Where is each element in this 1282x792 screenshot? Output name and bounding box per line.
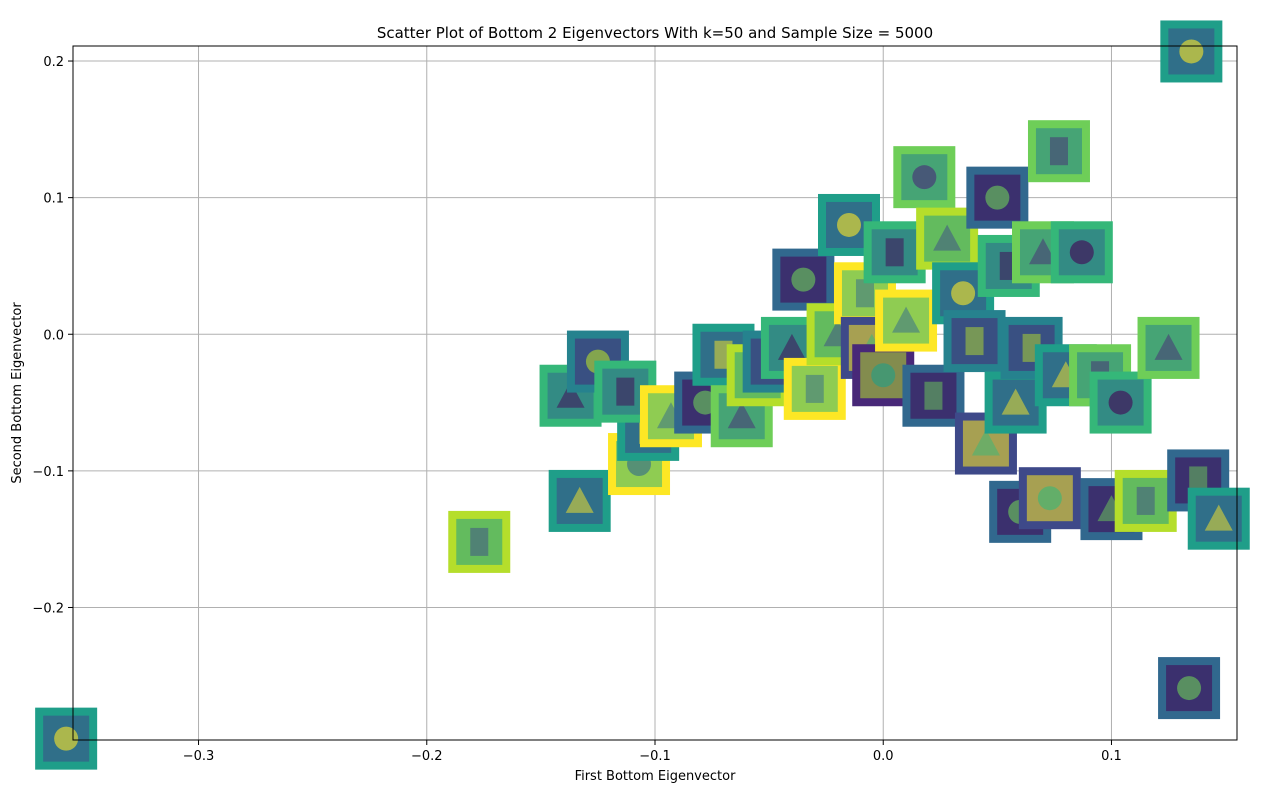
scatter-point bbox=[875, 289, 938, 352]
scatter-point bbox=[1158, 657, 1221, 720]
scatter-point bbox=[1114, 469, 1177, 532]
point-thumbnail-object bbox=[924, 381, 943, 410]
y-tick-label: −0.2 bbox=[32, 601, 64, 616]
point-thumbnail-object bbox=[470, 527, 489, 556]
point-thumbnail-object bbox=[951, 281, 976, 306]
point-thumbnail-object bbox=[1204, 504, 1233, 531]
axis-ticks: −0.3 −0.2 −0.1 0.0 0.1 0.2 0.1 0.0 −0.1 −0.2 bbox=[32, 55, 1121, 764]
x-tick-label: −0.3 bbox=[183, 749, 215, 764]
scatter-point bbox=[893, 146, 956, 209]
point-thumbnail-object bbox=[1189, 466, 1208, 495]
scatter-point bbox=[1187, 487, 1250, 550]
point-thumbnail-object bbox=[837, 212, 861, 237]
y-tick-label: 0.0 bbox=[43, 328, 64, 343]
point-thumbnail-object bbox=[871, 363, 896, 388]
point-thumbnail-object bbox=[1136, 486, 1155, 515]
point-thumbnail-object bbox=[1154, 333, 1183, 360]
x-axis-label: First Bottom Eigenvector bbox=[575, 769, 737, 784]
scatter-point bbox=[916, 207, 979, 270]
point-thumbnail-object bbox=[565, 486, 594, 513]
scatter-point bbox=[1160, 20, 1223, 83]
scatter-point bbox=[1137, 316, 1200, 379]
scatter-point bbox=[772, 248, 835, 311]
point-thumbnail-object bbox=[855, 279, 874, 308]
scatter-point bbox=[35, 707, 98, 770]
point-thumbnail-object bbox=[1069, 240, 1094, 265]
point-thumbnail-object bbox=[971, 429, 1000, 456]
point-thumbnail-object bbox=[885, 238, 904, 267]
point-thumbnail-object bbox=[1029, 238, 1057, 265]
scatter-point bbox=[1050, 221, 1113, 284]
point-thumbnail-object bbox=[965, 327, 984, 356]
point-thumbnail-object bbox=[1001, 388, 1030, 415]
y-tick-label: 0.1 bbox=[43, 192, 64, 207]
point-thumbnail-object bbox=[777, 333, 806, 360]
point-thumbnail-object bbox=[1037, 486, 1062, 511]
point-thumbnail-object bbox=[727, 402, 756, 429]
x-tick-label: 0.1 bbox=[1101, 749, 1122, 764]
chart-title: Scatter Plot of Bottom 2 Eigenvectors Wi… bbox=[377, 24, 933, 42]
scatter-point bbox=[1018, 467, 1081, 530]
scatter-point bbox=[448, 510, 511, 573]
scatter-point bbox=[863, 221, 926, 284]
point-thumbnail-object bbox=[1177, 676, 1202, 701]
point-thumbnail-object bbox=[791, 267, 816, 292]
point-thumbnail-object bbox=[892, 306, 921, 333]
x-tick-label: 0.0 bbox=[873, 749, 894, 764]
point-thumbnail-object bbox=[616, 377, 635, 406]
point-thumbnail-object bbox=[1108, 390, 1133, 415]
scatter-point bbox=[902, 364, 965, 427]
image-thumbnail-points bbox=[35, 20, 1250, 770]
point-thumbnail-object bbox=[985, 185, 1010, 210]
scatter-point bbox=[966, 166, 1029, 229]
scatter-point bbox=[943, 310, 1006, 373]
scatter-point bbox=[1027, 120, 1090, 183]
scatter-point bbox=[1089, 371, 1152, 434]
point-thumbnail-object bbox=[1179, 39, 1204, 64]
y-tick-label: 0.2 bbox=[43, 55, 64, 70]
x-tick-label: −0.1 bbox=[639, 749, 671, 764]
point-thumbnail-object bbox=[556, 381, 585, 408]
scatter-point bbox=[548, 469, 611, 532]
point-thumbnail-object bbox=[933, 224, 962, 251]
point-thumbnail-object bbox=[912, 165, 937, 190]
y-axis-label: Second Bottom Eigenvector bbox=[10, 302, 25, 484]
point-thumbnail-object bbox=[1049, 137, 1068, 166]
x-tick-label: −0.2 bbox=[411, 749, 443, 764]
scatter-point bbox=[783, 357, 846, 420]
scatter-point bbox=[710, 385, 773, 448]
point-thumbnail-object bbox=[54, 726, 79, 751]
y-tick-label: −0.1 bbox=[32, 465, 64, 480]
point-thumbnail-object bbox=[805, 374, 824, 403]
